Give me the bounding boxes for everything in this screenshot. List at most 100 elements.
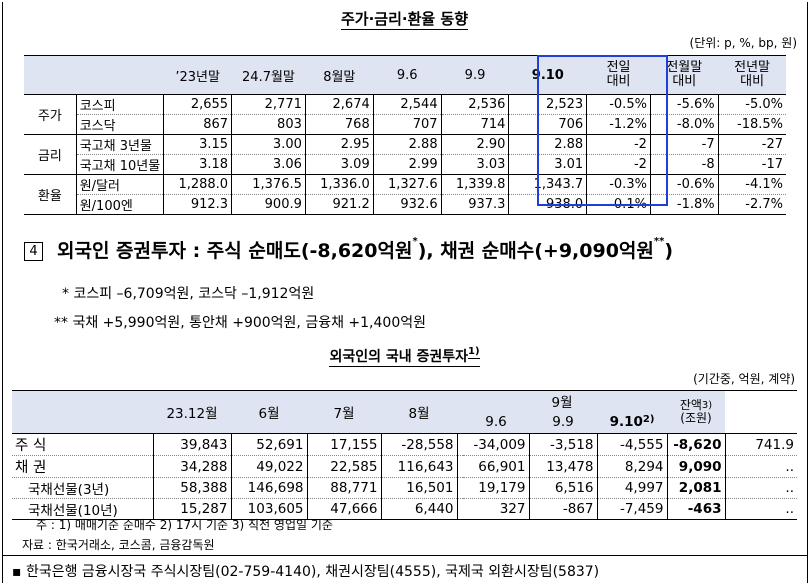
table-cell: 2.88 [508, 134, 587, 155]
col-header: 9월 [457, 390, 667, 411]
table-cell: 3.03 [440, 154, 509, 175]
table-cell: 2.95 [304, 134, 374, 155]
table-row: 국채선물(10년) 15,287 103,605 47,666 6,440 327 -867… [12, 498, 797, 520]
col-header: 24.7월말 [231, 55, 306, 95]
section-heading: 4 외국인 증권투자 : 주식 순매도(-8,620억원*), 채권 순매수(+9… [24, 236, 673, 263]
section-sup: ** [653, 236, 665, 247]
table-row: 국고채 10년물 3.18 3.06 3.09 2.99 3.03 3.01 -2 -8 -17 [24, 154, 786, 175]
footnote: 주 : 1) 매매기준 순매수 2) 17시 기준 3) 직전 영업일 기준 [36, 518, 333, 532]
table-cell: 803 [231, 114, 306, 135]
table-cell: -28,558 [380, 433, 457, 456]
table-row: 주가 코스피 2,655 2,771 2,674 2,544 2,536 2,523 -0.5%… [24, 94, 786, 135]
row-label: 원/달러 [76, 174, 165, 195]
table-row: 환율 원/달러 1,288.0 1,376.5 1,336.0 1,327.6 1,339.… [24, 174, 786, 215]
bottom-divider [2, 555, 808, 556]
col-header: 9.10 [508, 55, 587, 95]
table-cell: 47,666 [306, 498, 381, 520]
table1-unit: (단위: p, %, bp, 원) [689, 36, 797, 50]
col-header: 9.6 [373, 55, 442, 95]
table-cell: -17 [717, 154, 786, 175]
col-header: ’23년말 [163, 55, 232, 95]
col-header: 9.9 [441, 55, 509, 95]
table-row: 채 권 34,288 49,022 22,585 116,643 66,901 13,478… [12, 455, 797, 478]
table-cell: .. [724, 477, 797, 499]
table-cell: -1.8% [649, 194, 719, 215]
row-label: 코스피 [76, 94, 165, 115]
table-cell: 867 [163, 114, 232, 135]
table-cell: .. [724, 498, 797, 520]
table-cell: 2,536 [440, 94, 509, 115]
table-cell: 3.06 [231, 154, 306, 175]
table-cell: 34,288 [152, 455, 231, 478]
table-cell: 146,698 [230, 477, 307, 499]
table-cell: -0.1% [586, 194, 651, 215]
table2-title: 외국인의 국내 증권투자1) [329, 346, 480, 367]
table-cell: -463 [666, 498, 725, 520]
footnote-source: 자료 : 한국거래소, 코스콤, 금융감독원 [22, 538, 215, 552]
col-header: 9.6 [463, 411, 529, 434]
table-cell: -7,459 [596, 498, 667, 520]
col-header: 9.102) [597, 411, 667, 434]
table-cell: 15,287 [152, 498, 231, 520]
col-header-balance: 잔액3) (조원) [667, 390, 725, 434]
table-cell: -8.0% [649, 114, 719, 135]
col-header: 6월 [231, 390, 307, 434]
table-cell: 1,376.5 [231, 174, 306, 195]
table-row: 주 식 39,843 52,691 17,155 -28,558 -34,009 -3,51… [12, 433, 797, 456]
table-cell: 49,022 [230, 455, 307, 478]
table-cell: -0.6% [649, 174, 719, 195]
table-cell: 22,585 [306, 455, 381, 478]
table-cell: 921.2 [304, 194, 374, 215]
table-cell: 103,605 [230, 498, 307, 520]
table2-unit: (기간중, 억원, 계약) [693, 372, 795, 386]
table-cell: -5.0% [717, 94, 786, 115]
table-cell: 58,388 [152, 477, 231, 499]
table-cell: 1,343.7 [508, 174, 587, 195]
table-cell: 2,544 [372, 94, 442, 115]
table-cell: 2,771 [231, 94, 306, 115]
table-cell: -7 [649, 134, 719, 155]
col-header: 전년말 대비 [718, 55, 786, 95]
table-cell: -2 [586, 154, 651, 175]
section-sup: * [412, 236, 418, 247]
table-cell: 768 [304, 114, 374, 135]
table-cell: 938.0 [508, 194, 587, 215]
table-cell: 2.88 [372, 134, 442, 155]
row-group-label: 환율 [24, 174, 77, 215]
table-cell: 741.9 [724, 433, 797, 456]
table-cell: 937.3 [440, 194, 509, 215]
table-row: 금리 국고채 3년물 3.15 3.00 2.95 2.88 2.90 2.88 -2 -7 -27 [24, 134, 786, 175]
section-text: ), 채권 순매수(+9,090억원 [417, 240, 654, 262]
table-cell: 327 [456, 498, 529, 520]
table-cell: 3.09 [304, 154, 374, 175]
table-cell: -27 [717, 134, 786, 155]
note-line: ** 국채 +5,990억원, 통안채 +900억원, 금융채 +1,400억원 [54, 315, 426, 331]
table-cell: 2,674 [304, 94, 374, 115]
table-header-row: ’23년말 24.7월말 8월말 9.6 9.9 9.10 전일 대비 전월말 … [24, 55, 786, 95]
col-header: 8월 [381, 390, 457, 434]
table-cell: 932.6 [372, 194, 442, 215]
table-cell: 3.18 [163, 154, 232, 175]
table-cell: 52,691 [230, 433, 307, 456]
table-cell: 1,336.0 [304, 174, 374, 195]
table-cell: -4.1% [717, 174, 786, 195]
table-cell: -18.5% [717, 114, 786, 135]
col-header: 8월말 [305, 55, 374, 95]
table1-title: 주가·금리·환율 동향 [340, 10, 469, 30]
table-cell: 2.99 [372, 154, 442, 175]
table-cell: -8 [649, 154, 719, 175]
section-number: 4 [24, 242, 43, 261]
table-cell: -34,009 [456, 433, 529, 456]
row-label: 원/100엔 [76, 194, 165, 215]
table-cell: -2.7% [717, 194, 786, 215]
table-cell: 707 [372, 114, 442, 135]
table-cell: -0.3% [586, 174, 651, 195]
table-row: 코스닥 867 803 768 707 714 706 -1.2% -8.0% -18.5% [24, 114, 786, 135]
row-label: 국고채 10년물 [76, 154, 165, 175]
row-label: 코스닥 [76, 114, 165, 135]
table-cell: 66,901 [456, 455, 529, 478]
section-text: ) [664, 240, 674, 262]
row-label: 국채선물(3년) [12, 477, 154, 499]
row-group-label: 금리 [24, 134, 77, 175]
